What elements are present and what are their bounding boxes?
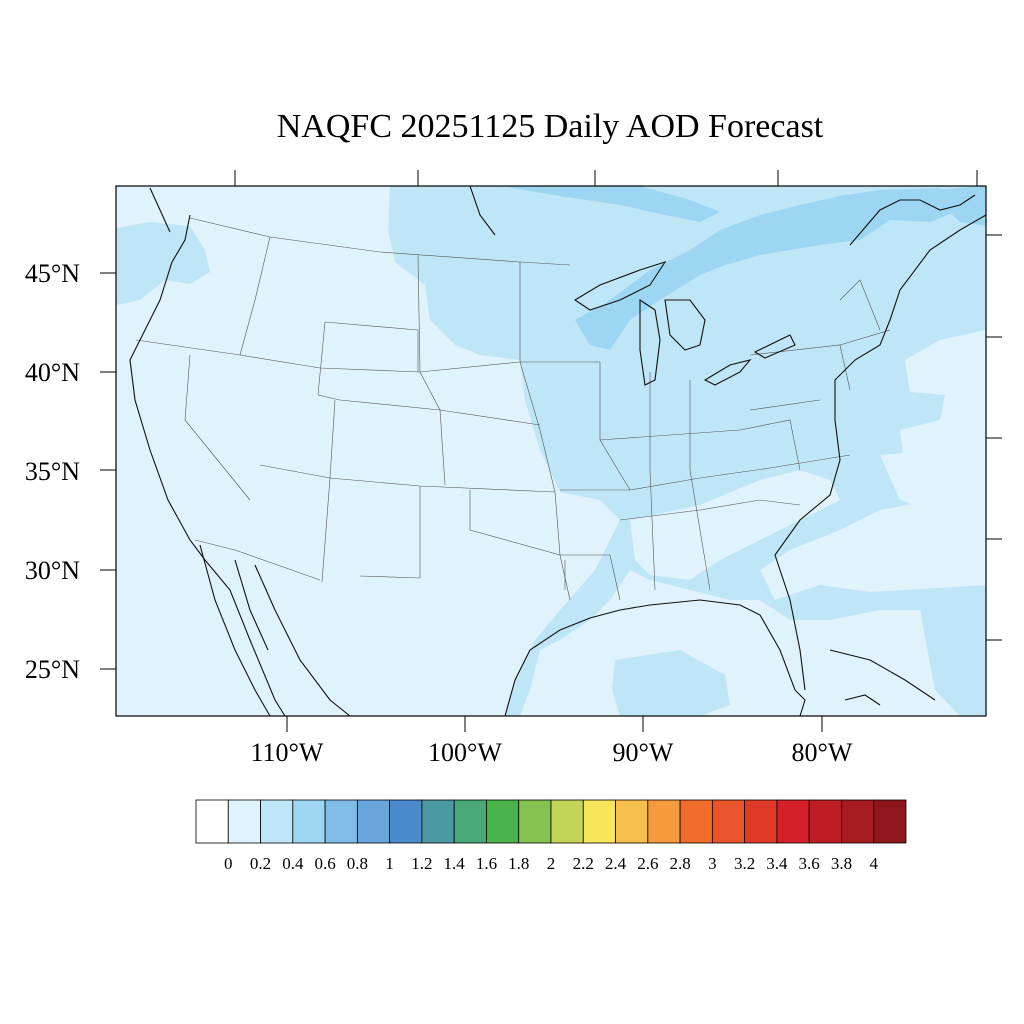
colorbar-swatch: [389, 799, 423, 844]
lat-label: 25°N: [25, 655, 80, 684]
aod-region-gulf: [612, 650, 730, 716]
colorbar-label: 3.2: [734, 854, 755, 873]
aod-region-pacific-northwest: [116, 222, 210, 305]
colorbar-label: 0: [224, 854, 233, 873]
colorbar-label: 2: [547, 854, 556, 873]
state-boundaries: [135, 217, 891, 601]
lon-label: 100°W: [428, 738, 502, 767]
colorbar-swatch: [582, 799, 616, 844]
colorbar-label: 4: [869, 854, 878, 873]
map-title: NAQFC 20251125 Daily AOD Forecast: [276, 108, 824, 145]
colorbar-swatch: [486, 799, 520, 844]
colorbar-label: 2.4: [605, 854, 627, 873]
colorbar-swatch: [615, 799, 649, 844]
colorbar-label: 3: [708, 854, 717, 873]
top-ticks: [234, 170, 978, 186]
colorbar-label: 2.6: [637, 854, 658, 873]
colorbar-label: 0.6: [314, 854, 335, 873]
lat-label: 35°N: [25, 457, 80, 486]
coastlines: [129, 186, 986, 716]
right-ticks: [986, 234, 1002, 641]
colorbar-swatch: [421, 799, 455, 844]
left-ticks: [100, 272, 116, 670]
colorbar-swatch: [550, 799, 584, 844]
aod-region-atlantic-clean: [880, 450, 986, 520]
lat-label: 40°N: [25, 358, 80, 387]
colorbar-label: 1.6: [476, 854, 497, 873]
colorbar-swatch: [679, 799, 713, 844]
colorbar-swatch: [744, 799, 778, 844]
colorbar-swatch: [873, 799, 907, 844]
longitude-labels: 110°W 100°W 90°W 80°W: [251, 738, 853, 767]
colorbar-label: 3.6: [799, 854, 820, 873]
colorbar-swatch: [292, 799, 326, 844]
lon-label: 110°W: [251, 738, 324, 767]
colorbar-label: 1.8: [508, 854, 529, 873]
colorbar-swatch: [356, 799, 391, 844]
aod-region-northern-plume: [500, 186, 720, 222]
colorbar-swatch: [776, 799, 810, 844]
colorbar: 0 0.2 0.4 0.6 0.8 1 1.2 1.4 1.6 1.8 2 2.2 2.4 2.6 2.8 3…: [195, 799, 907, 873]
colorbar-swatch: [324, 799, 358, 844]
colorbar-swatch: [841, 799, 875, 844]
lat-label: 45°N: [25, 259, 80, 288]
colorbar-swatch: [227, 799, 261, 844]
lon-label: 90°W: [613, 738, 674, 767]
colorbar-label: 0.2: [250, 854, 271, 873]
colorbar-label: 3.8: [831, 854, 852, 873]
colorbar-swatch: [711, 799, 746, 844]
colorbar-label: 2.2: [573, 854, 594, 873]
colorbar-swatch: [453, 799, 487, 844]
colorbar-label: 2.8: [669, 854, 690, 873]
colorbar-swatch: [260, 799, 294, 844]
colorbar-label: 1: [385, 854, 394, 873]
colorbar-label: 1.2: [411, 854, 432, 873]
colorbar-label: 0.4: [282, 854, 304, 873]
colorbar-swatch: [808, 799, 842, 844]
map-frame: [115, 185, 987, 717]
latitude-labels: 45°N 40°N 35°N 30°N 25°N: [25, 259, 80, 684]
colorbar-swatch: [518, 799, 552, 844]
colorbar-label: 3.4: [766, 854, 788, 873]
bottom-ticks: [286, 716, 823, 732]
lat-label: 30°N: [25, 556, 80, 585]
colorbar-label: 1.4: [444, 854, 466, 873]
lon-label: 80°W: [792, 738, 853, 767]
colorbar-swatch: [647, 799, 681, 844]
aod-region-southeast-clean: [630, 470, 840, 580]
colorbar-label: 0.8: [347, 854, 368, 873]
aod-region-north-midwest: [388, 186, 986, 716]
colorbar-swatch: [195, 799, 229, 844]
